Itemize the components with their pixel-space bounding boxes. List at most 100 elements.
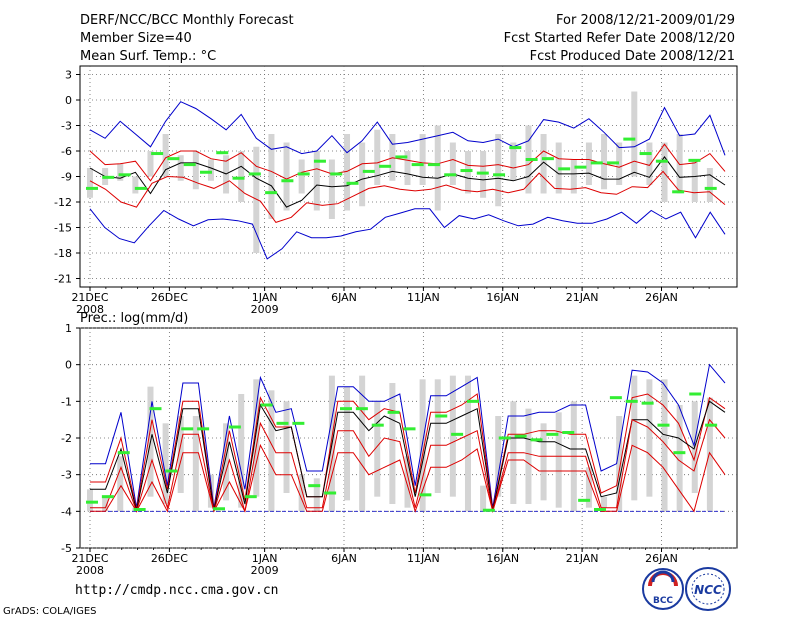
spread-box xyxy=(313,151,320,211)
median-marker xyxy=(403,427,416,431)
median-marker xyxy=(530,438,543,442)
spread-box xyxy=(192,151,199,190)
x-tick-label: 16JAN xyxy=(486,291,519,304)
y-tick-label: 0 xyxy=(65,94,72,107)
median-marker xyxy=(387,410,400,414)
median-marker xyxy=(704,186,717,190)
median-marker xyxy=(419,493,432,497)
grads-credit: GrADS: COLA/IGES xyxy=(3,606,97,617)
ncc-logo: NCC xyxy=(685,567,731,611)
spread-box xyxy=(540,134,547,194)
spread-box xyxy=(464,375,471,512)
x-tick-label: 1JAN xyxy=(252,552,278,565)
median-marker xyxy=(117,451,130,455)
median-marker xyxy=(330,172,343,176)
spread-box xyxy=(676,134,683,194)
spread-box xyxy=(464,151,471,194)
member-size-label: Member Size=40 xyxy=(80,31,192,46)
y-tick-label: -6 xyxy=(61,145,72,158)
median-marker xyxy=(509,146,522,150)
spread-box xyxy=(207,159,214,181)
spread-box xyxy=(434,379,441,493)
median-marker xyxy=(625,399,638,403)
median-marker xyxy=(689,392,702,396)
median-marker xyxy=(308,484,321,488)
x-tick-label: 21DEC xyxy=(71,291,108,304)
median-marker xyxy=(276,421,289,425)
median-marker xyxy=(514,434,527,438)
median-marker xyxy=(371,423,384,427)
median-marker xyxy=(292,421,305,425)
bcc-logo: BCC xyxy=(642,568,684,610)
series-line-min xyxy=(90,443,726,514)
y-tick-label: -1 xyxy=(61,395,72,408)
fcst-produced-date: Fcst Produced Date 2008/12/21 xyxy=(530,49,735,64)
spread-box xyxy=(434,125,441,211)
median-marker xyxy=(482,508,495,512)
median-marker xyxy=(688,158,701,162)
median-marker xyxy=(265,191,278,195)
spread-box xyxy=(192,416,199,512)
x-tick-label: 1JAN xyxy=(252,291,278,304)
spread-box xyxy=(585,467,592,508)
series-line-max xyxy=(90,363,726,508)
x-tick-label: 6JAN xyxy=(331,291,357,304)
median-marker xyxy=(260,403,273,407)
spread-box xyxy=(87,168,93,198)
median-marker xyxy=(427,163,440,167)
median-marker xyxy=(379,164,392,168)
median-marker xyxy=(244,495,257,499)
y-tick-label: -18 xyxy=(54,247,72,260)
spread-box xyxy=(238,394,245,508)
median-marker xyxy=(623,137,636,141)
median-marker xyxy=(641,401,654,405)
spread-box xyxy=(646,142,653,185)
median-marker xyxy=(313,159,326,163)
spread-box xyxy=(374,129,381,185)
median-marker xyxy=(197,427,210,431)
spread-box xyxy=(419,134,426,185)
source-url[interactable]: http://cmdp.ncc.cma.gov.cn xyxy=(75,583,279,598)
median-marker xyxy=(467,399,479,403)
spread-box xyxy=(676,405,683,512)
x-tick-label: 21JAN xyxy=(566,291,599,304)
median-marker xyxy=(444,173,457,177)
series-line-upper xyxy=(90,393,726,510)
bcc-logo-text: BCC xyxy=(653,596,673,606)
median-marker xyxy=(395,155,408,159)
spread-box xyxy=(238,151,245,202)
spread-box xyxy=(480,485,487,512)
x-tick-year-label: 2008 xyxy=(76,303,104,316)
spread-box xyxy=(313,478,320,512)
figure-title: DERF/NCC/BCC Monthly Forecast xyxy=(80,13,294,28)
spread-box xyxy=(87,489,93,512)
median-marker xyxy=(165,469,178,473)
spread-box xyxy=(268,390,275,512)
x-tick-label: 16JAN xyxy=(486,552,519,565)
y-tick-label: 3 xyxy=(65,69,72,82)
median-marker xyxy=(609,396,622,400)
spread-box xyxy=(268,134,275,219)
spread-box xyxy=(495,134,502,207)
median-marker xyxy=(216,151,229,155)
median-marker xyxy=(493,173,506,177)
spread-box xyxy=(601,496,608,508)
spread-box xyxy=(601,134,608,190)
spread-box xyxy=(585,142,592,185)
spread-box xyxy=(570,159,577,194)
median-marker xyxy=(460,169,473,173)
median-marker xyxy=(558,167,571,171)
spread-box xyxy=(510,142,517,181)
spread-box xyxy=(162,423,169,504)
median-marker xyxy=(435,414,448,418)
spread-box xyxy=(631,375,638,501)
series-line-max xyxy=(89,101,726,156)
median-marker xyxy=(101,495,114,499)
median-marker xyxy=(673,451,686,455)
median-marker xyxy=(362,169,375,173)
series-line-upper xyxy=(89,143,726,182)
median-marker xyxy=(86,500,98,504)
spread-box xyxy=(706,397,713,512)
median-marker xyxy=(248,172,261,176)
